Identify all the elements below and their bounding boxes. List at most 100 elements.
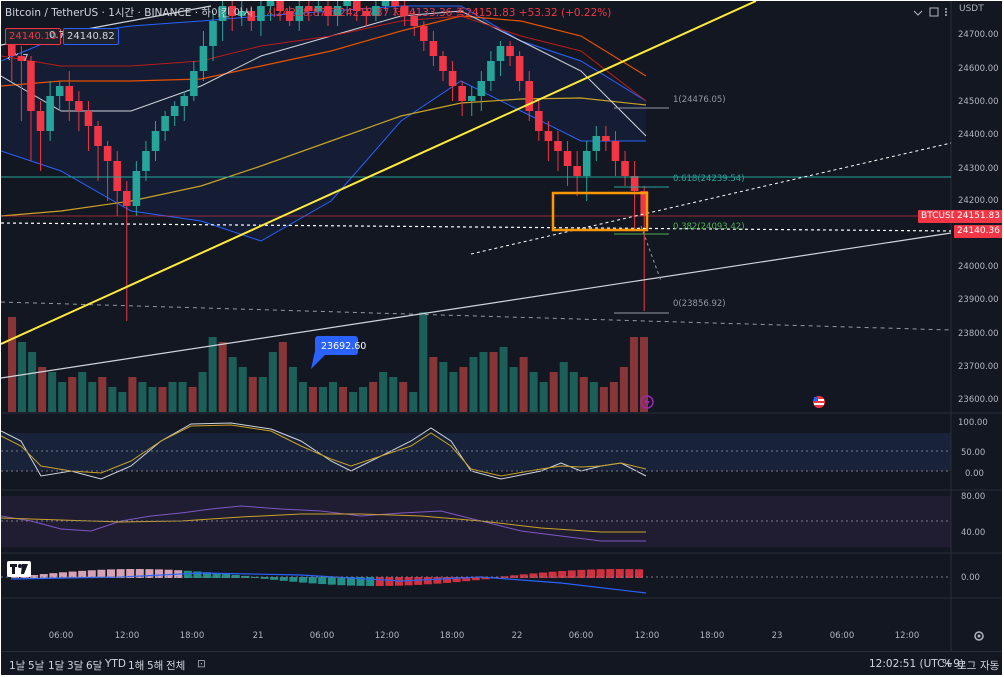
volume-bar xyxy=(198,372,207,412)
indicator-axis-label: 0.00 xyxy=(965,469,984,479)
spread-value: 0.72 xyxy=(49,30,72,41)
clock-display[interactable]: 12:02:51 (UTC+9) xyxy=(869,658,964,670)
lightning-icon[interactable] xyxy=(640,395,654,409)
maximize-icon[interactable] xyxy=(929,7,939,17)
macd-bar xyxy=(87,570,96,578)
volume-bar xyxy=(539,382,548,412)
volume-bars xyxy=(8,312,648,412)
time-axis-label: 18:00 xyxy=(440,631,465,641)
macd-bar xyxy=(606,569,615,578)
percent-toggle[interactable]: % xyxy=(942,658,952,670)
macd-bar xyxy=(68,571,77,578)
candle-body xyxy=(496,46,505,61)
range-ytd[interactable]: YTD xyxy=(105,658,126,670)
auto-toggle[interactable]: 자동 xyxy=(980,660,1000,672)
bid-price: 24140.10 xyxy=(9,31,57,42)
macd-bar xyxy=(615,569,624,578)
price-callout[interactable]: 23692.60 xyxy=(311,336,366,369)
macd-bar xyxy=(107,569,115,578)
volume-bar xyxy=(228,357,237,412)
volume-bar xyxy=(58,382,67,412)
range-1y[interactable]: 1해 xyxy=(128,660,145,672)
candle-body xyxy=(17,56,26,61)
volume-bar xyxy=(449,372,458,412)
candle-body xyxy=(525,81,534,111)
candle-body xyxy=(218,6,227,21)
macd-bar xyxy=(366,577,375,586)
projection-dashed xyxy=(640,225,662,282)
us-flag-icon[interactable] xyxy=(813,396,825,408)
candle-body xyxy=(276,1,284,11)
fib-retracement[interactable]: 1(24476.05) 0.618(24239.54) 0.382(24093.… xyxy=(614,95,745,314)
volume-bar xyxy=(148,387,157,412)
volume-bar xyxy=(98,377,107,412)
ask-price: 24140.82 xyxy=(67,31,115,42)
candle-body xyxy=(305,6,313,11)
tradingview-logo-icon xyxy=(7,561,31,577)
candle-body xyxy=(429,41,438,56)
time-axis[interactable]: 06:00 12:00 18:00 21 06:00 12:00 18:00 22 06:00 1… xyxy=(49,631,920,641)
fib-level-0: 0(23856.92) xyxy=(673,299,726,309)
volume-bar xyxy=(248,377,257,412)
candle-body xyxy=(161,116,169,131)
candle-body xyxy=(84,111,93,126)
price-axis-label: 24600.00 xyxy=(958,64,999,74)
candle-body xyxy=(535,111,543,131)
price-axis[interactable]: 24700.00 24600.00 24500.00 24400.00 24300.00… xyxy=(958,30,999,583)
rsi-lines xyxy=(1,505,646,542)
range-6m[interactable]: 6달 xyxy=(86,660,103,672)
bid-price-chip[interactable]: 24140.10 xyxy=(5,28,61,45)
macd-bar xyxy=(126,569,135,578)
range-5y[interactable]: 5해 xyxy=(147,660,164,672)
indicator-axis-label: 100.00 xyxy=(958,418,988,428)
chevron-down-icon[interactable] xyxy=(913,10,923,16)
candle-body xyxy=(247,11,256,21)
candle-body xyxy=(630,176,639,191)
macd-bar xyxy=(558,571,567,578)
symbol-line[interactable]: Bitcoin / TetherUS · 1시간 · BINANCE · 하이킨… xyxy=(5,7,254,19)
more-icon[interactable] xyxy=(945,8,947,16)
candle-body xyxy=(458,86,466,101)
ask-price-chip[interactable]: 24140.82 xyxy=(63,28,119,45)
indicator-collapse-icon[interactable]: ‹ ˅ 7 xyxy=(7,53,29,64)
date-range-icon[interactable]: ⊡ xyxy=(197,658,206,670)
range-3m[interactable]: 3달 xyxy=(67,660,84,672)
macd-bar xyxy=(587,569,595,578)
range-all[interactable]: 전체 xyxy=(166,660,186,672)
macd-bar xyxy=(347,577,355,586)
candle-body xyxy=(391,1,399,6)
macd-bar xyxy=(414,577,423,585)
volume-bar xyxy=(118,392,127,412)
time-axis-label: 23 xyxy=(772,631,783,641)
highlight-box[interactable] xyxy=(551,191,649,232)
macd-bar xyxy=(567,570,576,578)
settings-gear-icon[interactable] xyxy=(974,631,984,641)
dashed-trendline[interactable] xyxy=(470,142,952,255)
macd-bar xyxy=(529,573,538,578)
range-1d[interactable]: 1날 xyxy=(9,660,26,672)
volume-bar xyxy=(459,367,468,412)
yellow-trendline[interactable] xyxy=(1,1,757,345)
price-axis-label: 24700.00 xyxy=(958,30,999,40)
candle-body xyxy=(122,191,131,206)
volume-bar xyxy=(589,382,598,412)
candle-body xyxy=(439,56,447,71)
volume-bar xyxy=(108,387,117,412)
candle-body xyxy=(602,136,610,141)
range-1m[interactable]: 1달 xyxy=(48,660,65,672)
log-toggle[interactable]: 로그 xyxy=(957,660,977,672)
macd-bar xyxy=(260,577,269,579)
white-trendline[interactable] xyxy=(1,232,952,379)
symbol-header[interactable]: Bitcoin / TetherUS · 1시간 · BINANCE · 하이킨… xyxy=(5,5,611,19)
macd-histogram xyxy=(10,569,647,594)
macd-bar xyxy=(59,572,67,578)
candle-body xyxy=(400,6,409,16)
range-5d[interactable]: 5날 xyxy=(28,660,45,672)
currency-label: USDT xyxy=(959,4,984,14)
macd-bar xyxy=(299,577,307,583)
candle-body xyxy=(410,16,419,26)
chart-canvas[interactable]: 1(24476.05) 0.618(24239.54) 0.382(24093.… xyxy=(1,1,1002,651)
price-axis-label: 23900.00 xyxy=(958,295,999,305)
volume-bar xyxy=(188,387,197,412)
candle-body xyxy=(563,151,572,166)
